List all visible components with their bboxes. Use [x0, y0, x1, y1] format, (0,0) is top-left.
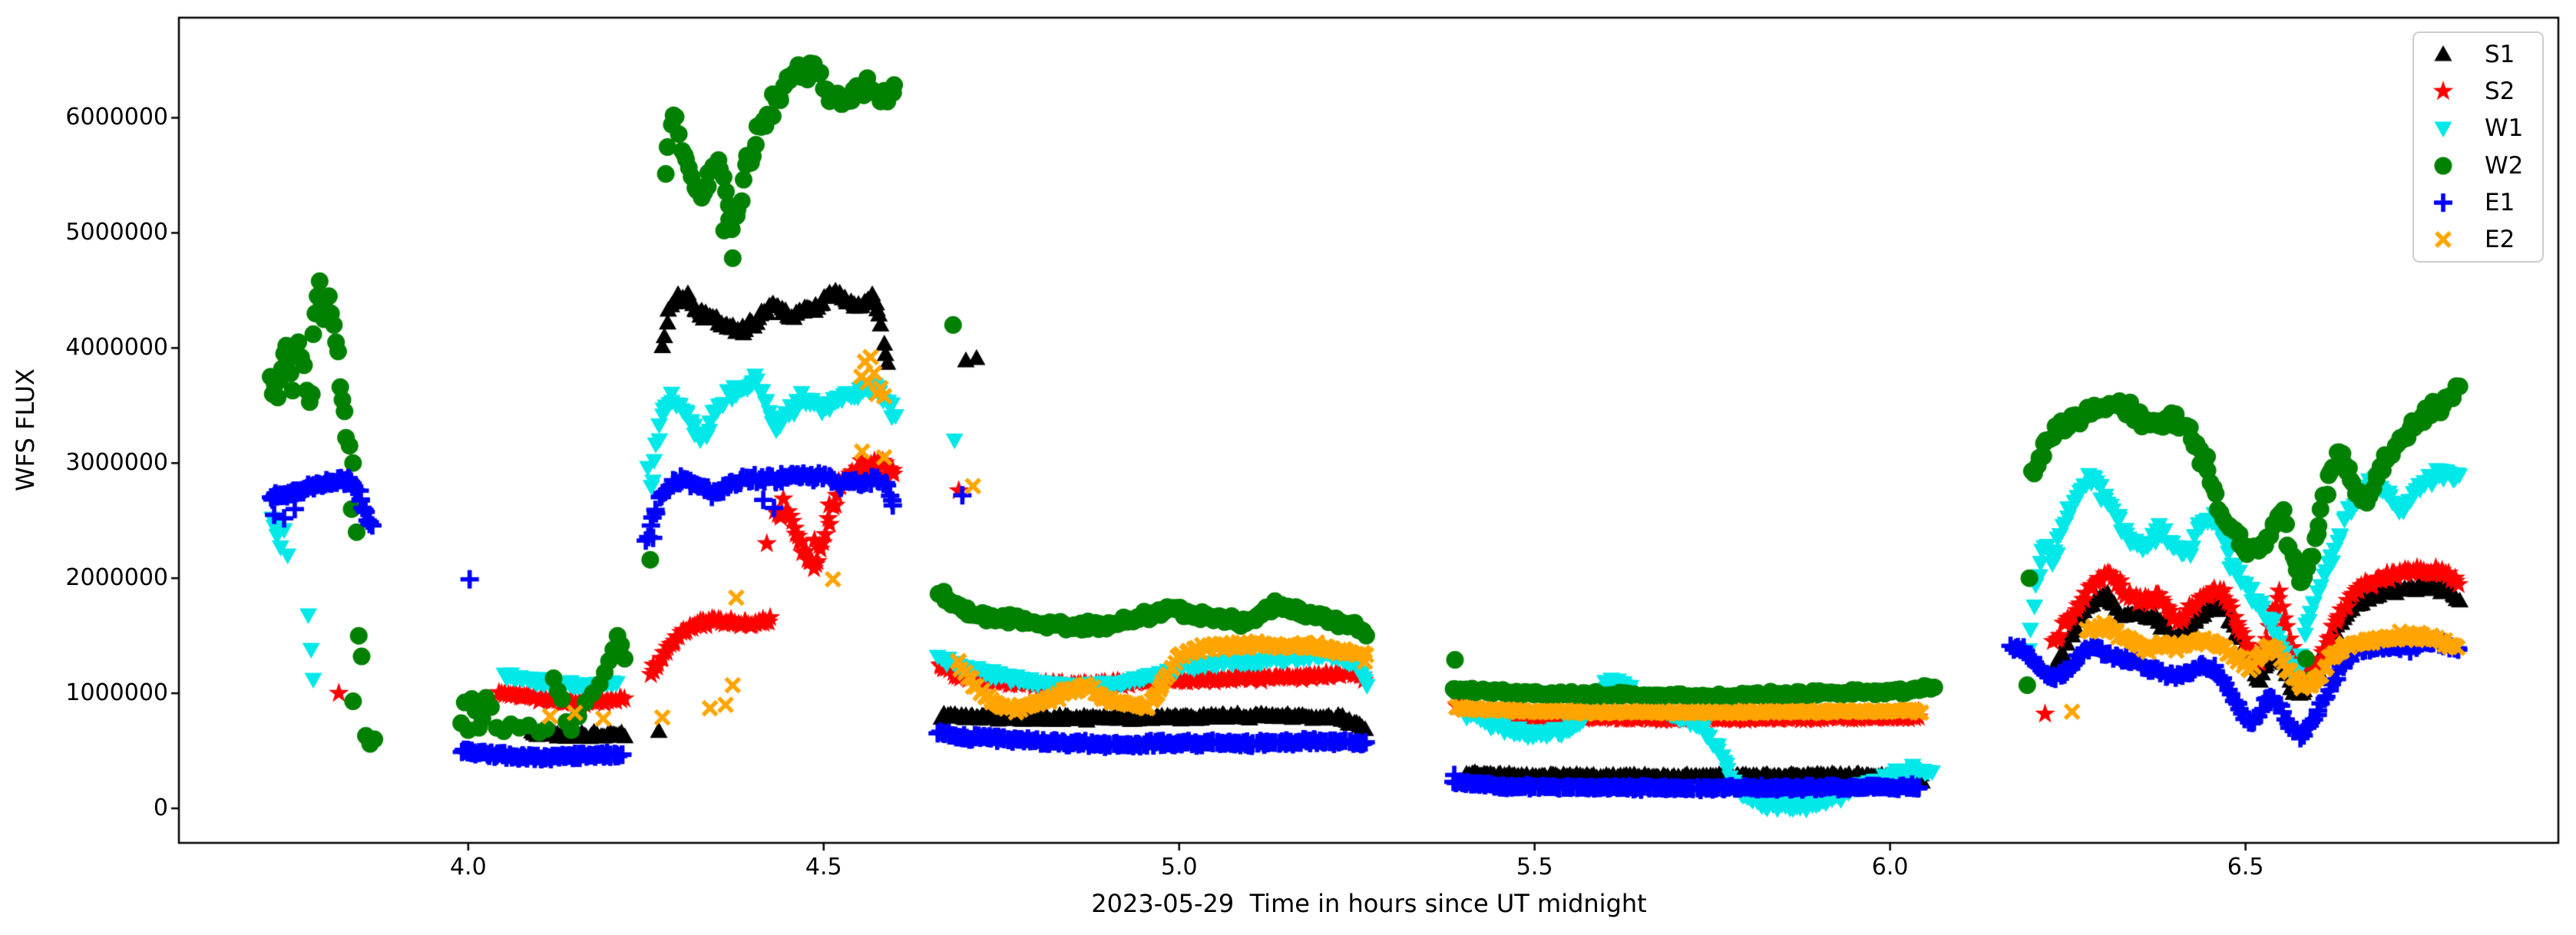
- y-tick-label: 5000000: [65, 219, 168, 246]
- legend-label: W1: [2485, 114, 2524, 143]
- legend-item-w2: W2: [2425, 149, 2542, 183]
- x-tick-label: 4.5: [805, 854, 842, 880]
- legend-item-e2: E2: [2425, 223, 2542, 256]
- x-tick-label: 6.0: [1871, 854, 1909, 880]
- y-tick-label: 0: [153, 795, 168, 822]
- legend-label: S1: [2485, 41, 2515, 69]
- y-tick-label: 2000000: [65, 564, 168, 592]
- legend-label: W2: [2485, 151, 2524, 180]
- y-tick-label: 1000000: [65, 679, 168, 707]
- legend-item-s1: S1: [2425, 38, 2542, 71]
- legend-item-s2: S2: [2425, 74, 2542, 108]
- x-tick-label: 6.5: [2227, 854, 2264, 880]
- legend-label: S2: [2485, 78, 2515, 106]
- legend-marker-e1-icon: [2425, 188, 2462, 216]
- legend-item-w1: W1: [2425, 111, 2542, 145]
- legend-marker-s2-icon: [2425, 78, 2462, 106]
- legend-item-e1: E1: [2425, 186, 2542, 220]
- legend-label: E2: [2485, 225, 2515, 253]
- x-tick-label: 5.0: [1160, 854, 1198, 880]
- legend: S1 S2 W1 W2 E1 E2: [2412, 31, 2544, 263]
- y-tick-label: 4000000: [65, 334, 168, 362]
- x-axis-title: 2023-05-29 Time in hours since UT midnig…: [1091, 889, 1647, 918]
- legend-marker-s1-icon: [2425, 41, 2462, 69]
- legend-marker-w2-icon: [2425, 151, 2462, 180]
- legend-label: E1: [2485, 188, 2515, 216]
- legend-marker-w1-icon: [2425, 114, 2462, 143]
- legend-marker-e2-icon: [2425, 225, 2462, 253]
- y-tick-label: 3000000: [65, 449, 168, 477]
- x-tick-label: 5.5: [1516, 854, 1553, 880]
- y-tick-label: 6000000: [65, 104, 168, 131]
- x-tick-label: 4.0: [449, 854, 487, 880]
